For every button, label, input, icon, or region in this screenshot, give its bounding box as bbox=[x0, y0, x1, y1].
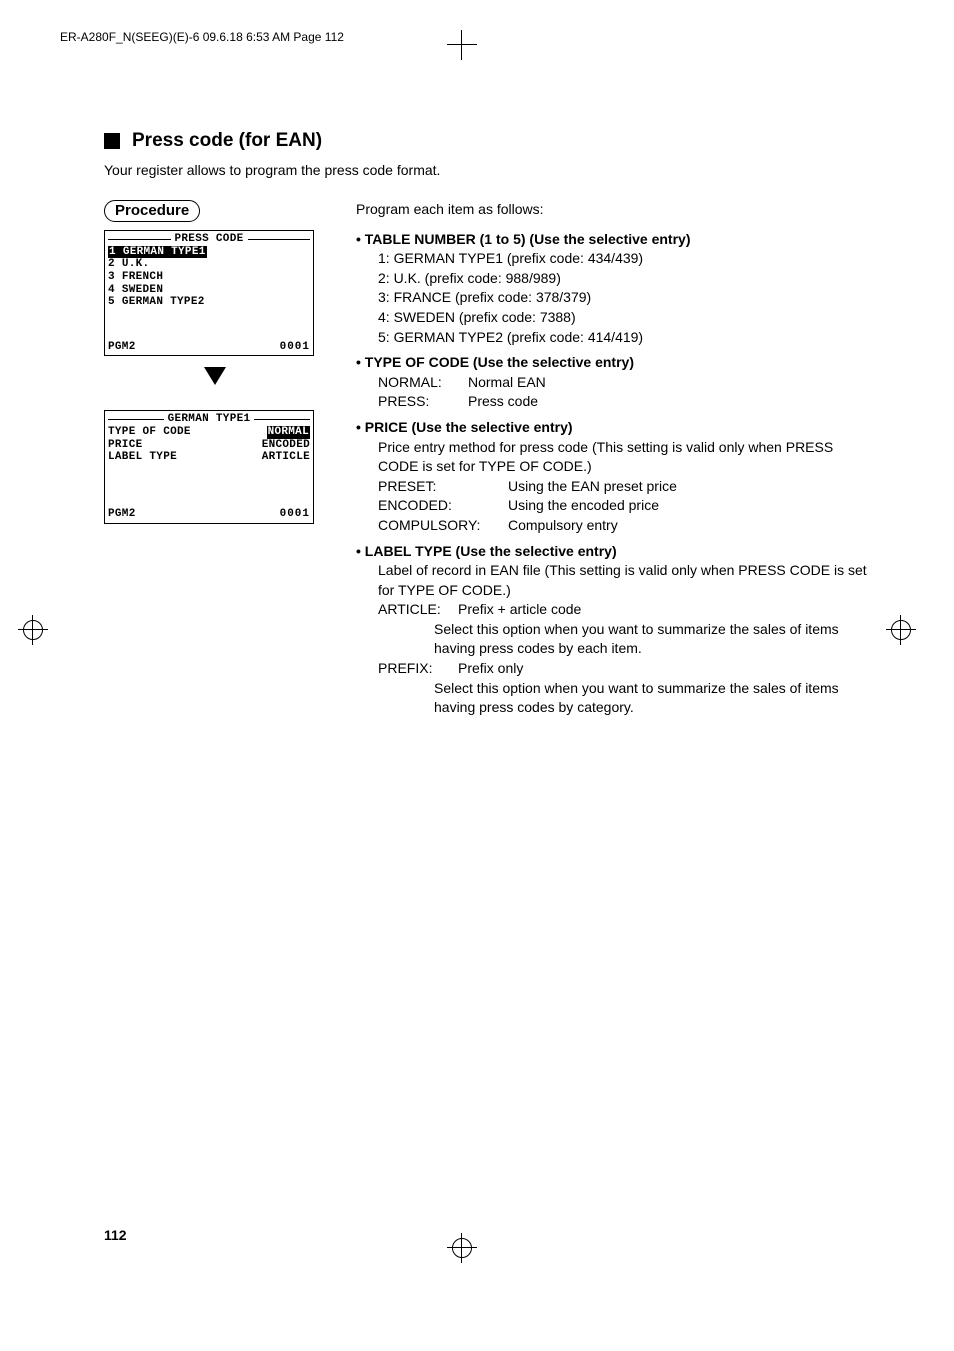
table-number-item: 3: FRANCE (prefix code: 378/379) bbox=[378, 288, 872, 308]
table-number-item: 2: U.K. (prefix code: 988/989) bbox=[378, 269, 872, 289]
label-type-row: PREFIX:Prefix only bbox=[378, 659, 872, 679]
price-row: PRESET:Using the EAN preset price bbox=[378, 477, 872, 497]
lcd-screen-german-type1: GERMAN TYPE1 TYPE OF CODENORMAL PRICEENC… bbox=[104, 410, 314, 523]
screen-title: PRESS CODE bbox=[175, 233, 244, 246]
table-number-item: 4: SWEDEN (prefix code: 7388) bbox=[378, 308, 872, 328]
screen-mode: PGM2 bbox=[108, 341, 136, 354]
screen-row: TYPE OF CODENORMAL bbox=[108, 426, 310, 439]
intro-text: Your register allows to program the pres… bbox=[104, 162, 872, 178]
label-type-heading: • LABEL TYPE (Use the selective entry) bbox=[356, 542, 872, 562]
screen-row: 5 GERMAN TYPE2 bbox=[108, 296, 310, 309]
type-of-code-row: NORMAL:Normal EAN bbox=[378, 373, 872, 393]
section-heading: Press code (for EAN) bbox=[104, 130, 872, 152]
screen-row-hl: 1 GERMAN TYPE1 bbox=[108, 246, 207, 258]
type-of-code-heading: • TYPE OF CODE (Use the selective entry) bbox=[356, 353, 872, 373]
screen-row: 4 SWEDEN bbox=[108, 284, 310, 297]
price-row: ENCODED:Using the encoded price bbox=[378, 496, 872, 516]
down-arrow-icon bbox=[104, 366, 326, 394]
section-title-text: Press code (for EAN) bbox=[132, 130, 322, 152]
screen-row: 2 U.K. bbox=[108, 258, 310, 271]
crop-mark bbox=[18, 615, 48, 645]
crop-mark bbox=[447, 1233, 477, 1263]
crop-mark bbox=[886, 615, 916, 645]
page-number: 112 bbox=[104, 1227, 127, 1243]
table-number-item: 5: GERMAN TYPE2 (prefix code: 414/419) bbox=[378, 328, 872, 348]
price-note: Price entry method for press code (This … bbox=[378, 438, 872, 477]
label-type-desc: Select this option when you want to summ… bbox=[434, 679, 872, 718]
print-header: ER-A280F_N(SEEG)(E)-6 09.6.18 6:53 AM Pa… bbox=[60, 30, 344, 44]
screen-counter: 0001 bbox=[280, 341, 310, 354]
screen-mode: PGM2 bbox=[108, 508, 136, 521]
explain-lead: Program each item as follows: bbox=[356, 200, 872, 220]
type-of-code-row: PRESS:Press code bbox=[378, 392, 872, 412]
label-type-note: Label of record in EAN file (This settin… bbox=[378, 561, 872, 600]
lcd-screen-press-code: PRESS CODE 1 GERMAN TYPE1 2 U.K. 3 FRENC… bbox=[104, 230, 314, 356]
table-number-heading: • TABLE NUMBER (1 to 5) (Use the selecti… bbox=[356, 230, 872, 250]
price-heading: • PRICE (Use the selective entry) bbox=[356, 418, 872, 438]
crop-mark bbox=[447, 30, 477, 60]
label-type-desc: Select this option when you want to summ… bbox=[434, 620, 872, 659]
screen-counter: 0001 bbox=[280, 508, 310, 521]
procedure-badge: Procedure bbox=[104, 200, 200, 222]
price-row: COMPULSORY:Compulsory entry bbox=[378, 516, 872, 536]
screen-row: 3 FRENCH bbox=[108, 271, 310, 284]
screen-row: PRICEENCODED bbox=[108, 439, 310, 452]
screen-title: GERMAN TYPE1 bbox=[168, 413, 251, 426]
label-type-row: ARTICLE:Prefix + article code bbox=[378, 600, 872, 620]
square-bullet-icon bbox=[104, 133, 120, 149]
table-number-item: 1: GERMAN TYPE1 (prefix code: 434/439) bbox=[378, 249, 872, 269]
screen-row: LABEL TYPEARTICLE bbox=[108, 451, 310, 464]
